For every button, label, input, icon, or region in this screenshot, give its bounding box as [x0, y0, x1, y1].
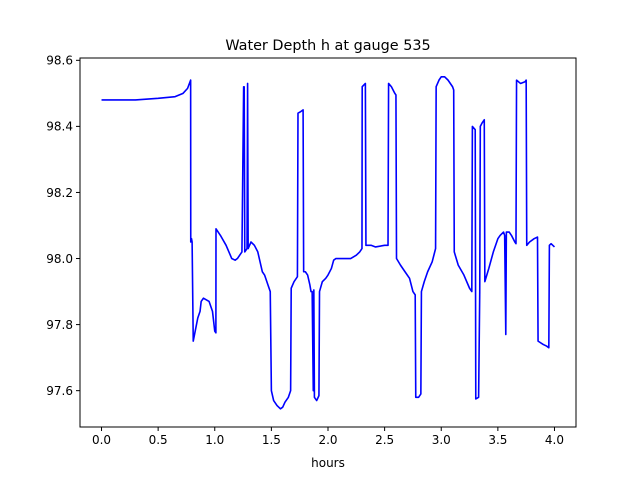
y-axis-ticks: 97.6 97.8 98.0 98.2 98.4 98.6	[46, 54, 80, 398]
y-tick-label: 97.8	[46, 318, 73, 332]
y-tick-label: 98.6	[46, 54, 73, 68]
x-tick-label: 2.0	[318, 433, 337, 447]
chart-title: Water Depth h at gauge 535	[225, 38, 430, 54]
x-tick-label: 1.0	[205, 433, 224, 447]
x-tick-label: 3.5	[488, 433, 507, 447]
x-tick-label: 0.0	[92, 433, 111, 447]
series-layer	[101, 76, 556, 410]
series-line-0	[101, 76, 556, 410]
y-tick-label: 98.2	[46, 186, 73, 200]
x-tick-label: 3.0	[432, 433, 451, 447]
x-tick-label: 0.5	[149, 433, 168, 447]
x-axis-ticks: 0.0 0.5 1.0 1.5 2.0 2.5 3.0 3.5 4.0	[92, 427, 564, 447]
y-tick-label: 98.0	[46, 252, 73, 266]
y-tick-label: 97.6	[46, 384, 73, 398]
y-tick-label: 98.4	[46, 120, 73, 134]
x-tick-label: 2.5	[375, 433, 394, 447]
x-tick-label: 4.0	[545, 433, 564, 447]
x-axis-label: hours	[311, 456, 345, 470]
x-tick-label: 1.5	[262, 433, 281, 447]
